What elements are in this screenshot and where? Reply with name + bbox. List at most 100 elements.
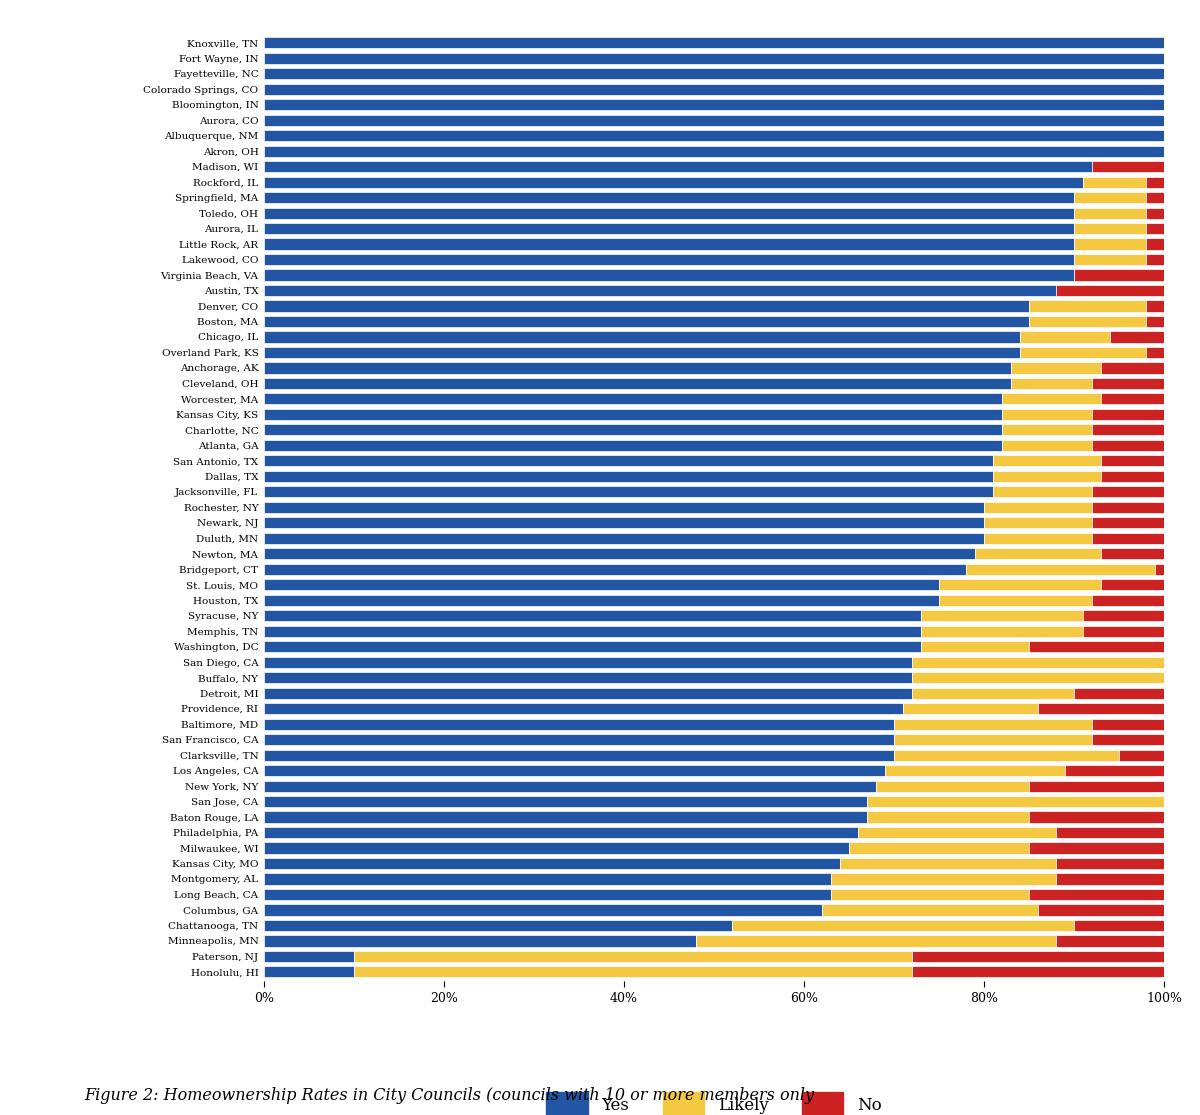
Bar (1092, 161, 1164, 172)
Bar (264, 37, 1164, 48)
Bar (264, 765, 886, 776)
Bar (830, 873, 1056, 884)
Bar (1146, 316, 1164, 327)
Bar (1020, 347, 1146, 358)
Bar (1092, 425, 1164, 436)
Bar (1056, 873, 1164, 884)
Bar (264, 517, 984, 529)
Bar (264, 223, 1074, 234)
Bar (984, 533, 1092, 544)
Bar (264, 254, 1074, 265)
Bar (912, 951, 1164, 962)
Bar (1092, 594, 1164, 605)
Bar (1092, 409, 1164, 420)
Bar (1030, 812, 1164, 823)
Bar (1084, 176, 1146, 187)
Bar (1084, 610, 1164, 621)
Bar (1020, 331, 1110, 342)
Bar (696, 935, 1056, 947)
Bar (876, 780, 1030, 792)
Bar (264, 967, 354, 978)
Bar (264, 207, 1074, 219)
Bar (1110, 331, 1164, 342)
Bar (1074, 920, 1164, 931)
Bar (264, 316, 1030, 327)
Bar (886, 765, 1066, 776)
Bar (264, 704, 904, 715)
Bar (912, 657, 1164, 668)
Bar (1010, 362, 1102, 374)
Bar (1146, 239, 1164, 250)
Bar (264, 812, 866, 823)
Bar (1102, 455, 1164, 466)
Bar (1092, 439, 1164, 450)
Bar (1102, 394, 1164, 405)
Bar (840, 857, 1056, 869)
Bar (354, 951, 912, 962)
Bar (912, 688, 1074, 699)
Bar (866, 812, 1030, 823)
Bar (264, 951, 354, 962)
Bar (850, 843, 1030, 854)
Bar (1084, 626, 1164, 637)
Bar (894, 749, 1120, 760)
Bar (264, 796, 866, 807)
Bar (994, 471, 1102, 482)
Bar (264, 455, 994, 466)
Bar (264, 827, 858, 838)
Bar (1146, 300, 1164, 311)
Bar (904, 704, 1038, 715)
Bar (1146, 207, 1164, 219)
Bar (264, 780, 876, 792)
Bar (264, 68, 1164, 79)
Bar (912, 672, 1164, 683)
Bar (1074, 688, 1164, 699)
Bar (1002, 439, 1092, 450)
Bar (264, 347, 1020, 358)
Bar (866, 796, 1164, 807)
Bar (1092, 533, 1164, 544)
Bar (1074, 223, 1146, 234)
Bar (894, 718, 1092, 729)
Bar (1120, 749, 1164, 760)
Bar (264, 564, 966, 575)
Bar (1092, 502, 1164, 513)
Bar (264, 857, 840, 869)
Bar (264, 362, 1010, 374)
Bar (1030, 300, 1146, 311)
Bar (1010, 378, 1092, 389)
Bar (264, 935, 696, 947)
Bar (922, 626, 1084, 637)
Bar (1074, 192, 1146, 203)
Bar (264, 549, 974, 560)
Bar (264, 331, 1020, 342)
Bar (1030, 889, 1164, 900)
Bar (1092, 718, 1164, 729)
Bar (264, 502, 984, 513)
Bar (264, 873, 830, 884)
Bar (1102, 579, 1164, 590)
Bar (264, 239, 1074, 250)
Bar (264, 920, 732, 931)
Bar (1056, 285, 1164, 297)
Bar (264, 439, 1002, 450)
Bar (984, 502, 1092, 513)
Bar (822, 904, 1038, 915)
Bar (1002, 409, 1092, 420)
Bar (264, 718, 894, 729)
Bar (1146, 176, 1164, 187)
Bar (1056, 935, 1164, 947)
Bar (894, 734, 1092, 745)
Bar (1056, 857, 1164, 869)
Bar (264, 99, 1164, 110)
Bar (1030, 641, 1164, 652)
Bar (1102, 549, 1164, 560)
Bar (264, 734, 894, 745)
Bar (264, 409, 1002, 420)
Bar (264, 889, 830, 900)
Bar (984, 517, 1092, 529)
Bar (966, 564, 1154, 575)
Bar (1146, 347, 1164, 358)
Bar (264, 300, 1030, 311)
Bar (1146, 254, 1164, 265)
